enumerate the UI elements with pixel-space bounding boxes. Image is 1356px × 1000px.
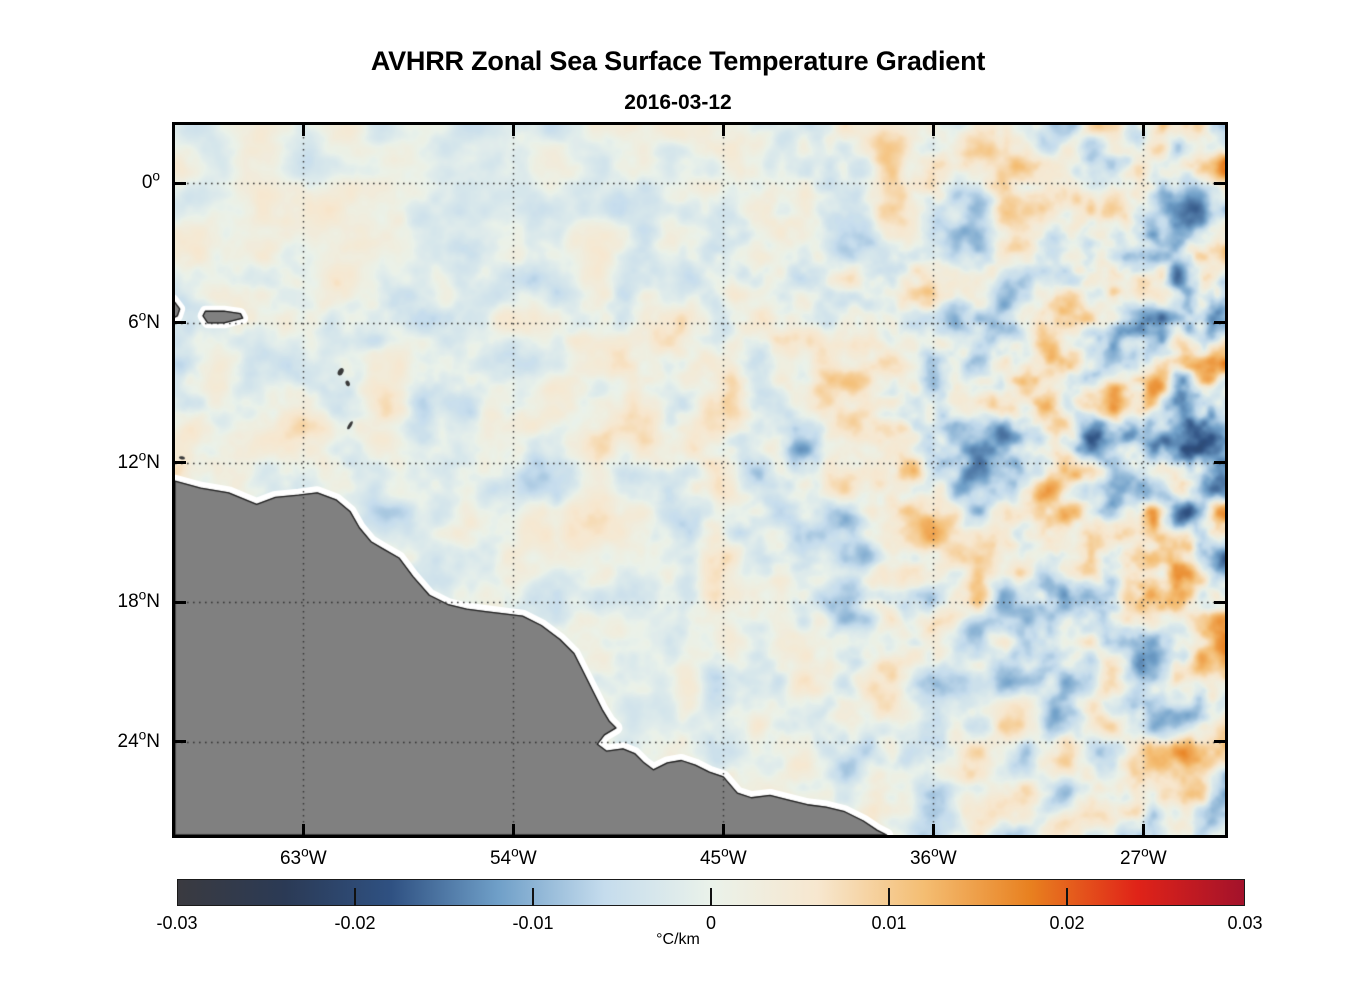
y-tick	[175, 600, 186, 604]
colorbar-tick-label: 0.03	[1227, 913, 1263, 933]
x-tick	[721, 125, 725, 136]
x-tick	[301, 125, 305, 136]
y-tick	[1214, 181, 1225, 185]
colorbar-tick-label: -0.01	[512, 913, 554, 933]
x-tick	[511, 125, 515, 136]
colorbar-tick-label: 0.02	[1049, 913, 1085, 933]
y-tick-label: 6oN	[128, 308, 160, 333]
y-tick-label: 0o	[141, 168, 160, 194]
x-tick	[721, 824, 725, 835]
figure-title: AVHRR Zonal Sea Surface Temperature Grad…	[370, 46, 986, 76]
y-tick-label: 12oN	[117, 448, 160, 473]
x-tick	[1141, 125, 1145, 136]
colorbar-tick-label: -0.02	[334, 913, 376, 933]
y-tick	[175, 181, 186, 185]
colorbar-tick	[354, 888, 356, 906]
y-tick	[175, 740, 186, 744]
x-tick-label: 36oW	[909, 844, 957, 869]
colorbar-ticks	[177, 879, 1245, 906]
x-tick-label: 54oW	[489, 844, 537, 869]
y-tick-label: 24oN	[117, 727, 160, 752]
x-tick	[511, 824, 515, 835]
x-tick	[931, 824, 935, 835]
y-tick-label: 18oN	[117, 587, 160, 613]
y-tick	[1214, 461, 1225, 465]
y-tick	[175, 461, 186, 465]
x-tick	[931, 125, 935, 136]
x-tick-label: 63oW	[279, 844, 327, 869]
y-tick	[1214, 321, 1225, 325]
colorbar-tick	[1066, 888, 1068, 906]
colorbar-tick-label: -0.03	[156, 913, 198, 933]
colorbar-tick	[532, 888, 534, 906]
colorbar-tick-label: 0.01	[871, 913, 907, 933]
x-tick	[1141, 824, 1145, 835]
x-tick-label: 45oW	[699, 844, 747, 869]
figure-subtitle: 2016-03-12	[624, 91, 732, 114]
x-tick-label: 27oW	[1119, 844, 1167, 869]
x-tick	[301, 824, 305, 835]
colorbar-tick-label: 0	[705, 913, 717, 933]
colorbar-unit-label: °C/km	[656, 931, 700, 948]
y-tick	[1214, 600, 1225, 604]
colorbar-tick	[888, 888, 890, 906]
colorbar-tick	[710, 888, 712, 906]
y-tick	[175, 321, 186, 325]
y-tick	[1214, 740, 1225, 744]
